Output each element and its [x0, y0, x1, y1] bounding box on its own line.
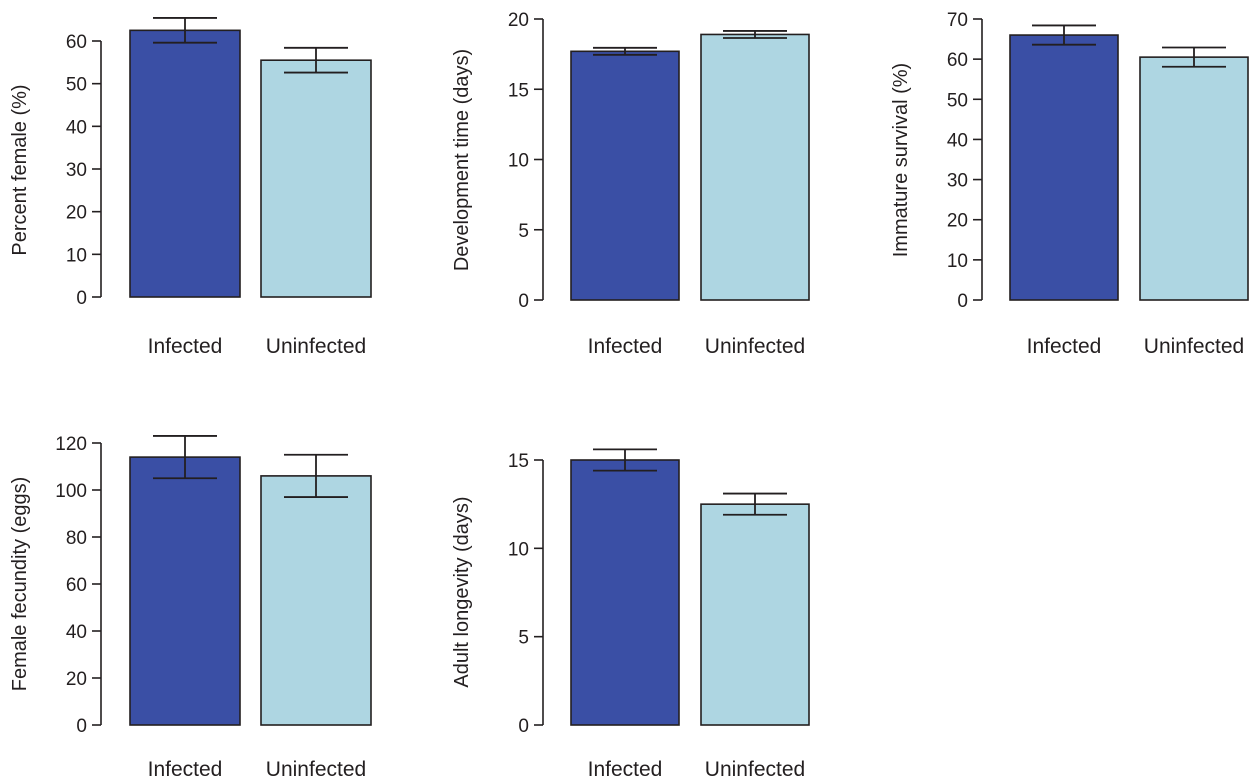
bar-uninfected [261, 476, 371, 725]
chart-panel-3: 0 10 20 30 40 50 60 70 Immature survival (%) Infe… [890, 10, 1248, 358]
y-tick-label: 50 [947, 90, 968, 111]
chart-panel-1: 0 10 20 30 40 50 60 Percent female (%) Infected U… [9, 18, 371, 358]
x-category-label: Infected [148, 335, 223, 358]
y-tick-label: 20 [66, 203, 87, 224]
y-tick-label: 80 [66, 528, 87, 549]
y-tick-label: 20 [508, 10, 529, 31]
y-axis-title: Percent female (%) [9, 84, 31, 255]
y-tick-label: 70 [947, 10, 968, 31]
x-category-label: Uninfected [266, 335, 366, 358]
x-category-label: Infected [588, 335, 663, 358]
y-tick-label: 50 [66, 75, 87, 96]
bar-infected [130, 30, 240, 297]
y-axis-title: Adult longevity (days) [451, 496, 473, 687]
y-tick-label: 5 [518, 628, 529, 649]
y-tick-label: 10 [508, 539, 529, 560]
y-tick-label: 20 [66, 669, 87, 690]
chart-panel-4: 0 20 40 60 80 100 120 Female fecundity (eggs) In… [9, 434, 371, 781]
y-tick-label: 60 [947, 50, 968, 71]
y-tick-label: 0 [957, 291, 968, 312]
y-tick-label: 0 [76, 288, 87, 309]
x-category-label: Uninfected [705, 758, 805, 781]
y-tick-label: 60 [66, 32, 87, 53]
y-tick-label: 15 [508, 451, 529, 472]
y-tick-label: 5 [518, 221, 529, 242]
bar-uninfected [1140, 57, 1248, 300]
x-category-label: Infected [148, 758, 223, 781]
bar-uninfected [261, 60, 371, 297]
chart-panel-2: 0 5 10 15 20 Development time (days) Infected U… [451, 10, 809, 358]
y-tick-label: 100 [55, 481, 87, 502]
y-tick-label: 15 [508, 80, 529, 101]
y-tick-label: 0 [518, 716, 529, 737]
y-tick-label: 0 [76, 716, 87, 737]
x-category-label: Infected [588, 758, 663, 781]
y-axis-title: Development time (days) [451, 49, 473, 271]
y-tick-label: 20 [947, 211, 968, 232]
bar-infected [571, 51, 679, 300]
chart-panel-5: 0 5 10 15 Adult longevity (days) Infected Unin… [451, 449, 809, 781]
y-tick-label: 40 [66, 117, 87, 138]
y-tick-label: 30 [947, 171, 968, 192]
bar-uninfected [701, 34, 809, 300]
x-category-label: Infected [1027, 335, 1102, 358]
y-tick-label: 60 [66, 575, 87, 596]
y-tick-label: 30 [66, 160, 87, 181]
y-tick-label: 120 [55, 434, 87, 455]
bar-uninfected [701, 504, 809, 725]
y-axis-title: Female fecundity (eggs) [9, 477, 31, 692]
x-category-label: Uninfected [266, 758, 366, 781]
y-tick-label: 10 [947, 251, 968, 272]
y-axis-title: Immature survival (%) [890, 63, 912, 257]
y-tick-label: 40 [66, 622, 87, 643]
x-category-label: Uninfected [705, 335, 805, 358]
bar-infected [1010, 35, 1118, 300]
x-category-label: Uninfected [1144, 335, 1244, 358]
y-tick-label: 0 [518, 291, 529, 312]
bar-infected [571, 460, 679, 725]
y-tick-label: 40 [947, 130, 968, 151]
y-tick-label: 10 [508, 151, 529, 172]
y-tick-label: 10 [66, 245, 87, 266]
bar-infected [130, 457, 240, 725]
